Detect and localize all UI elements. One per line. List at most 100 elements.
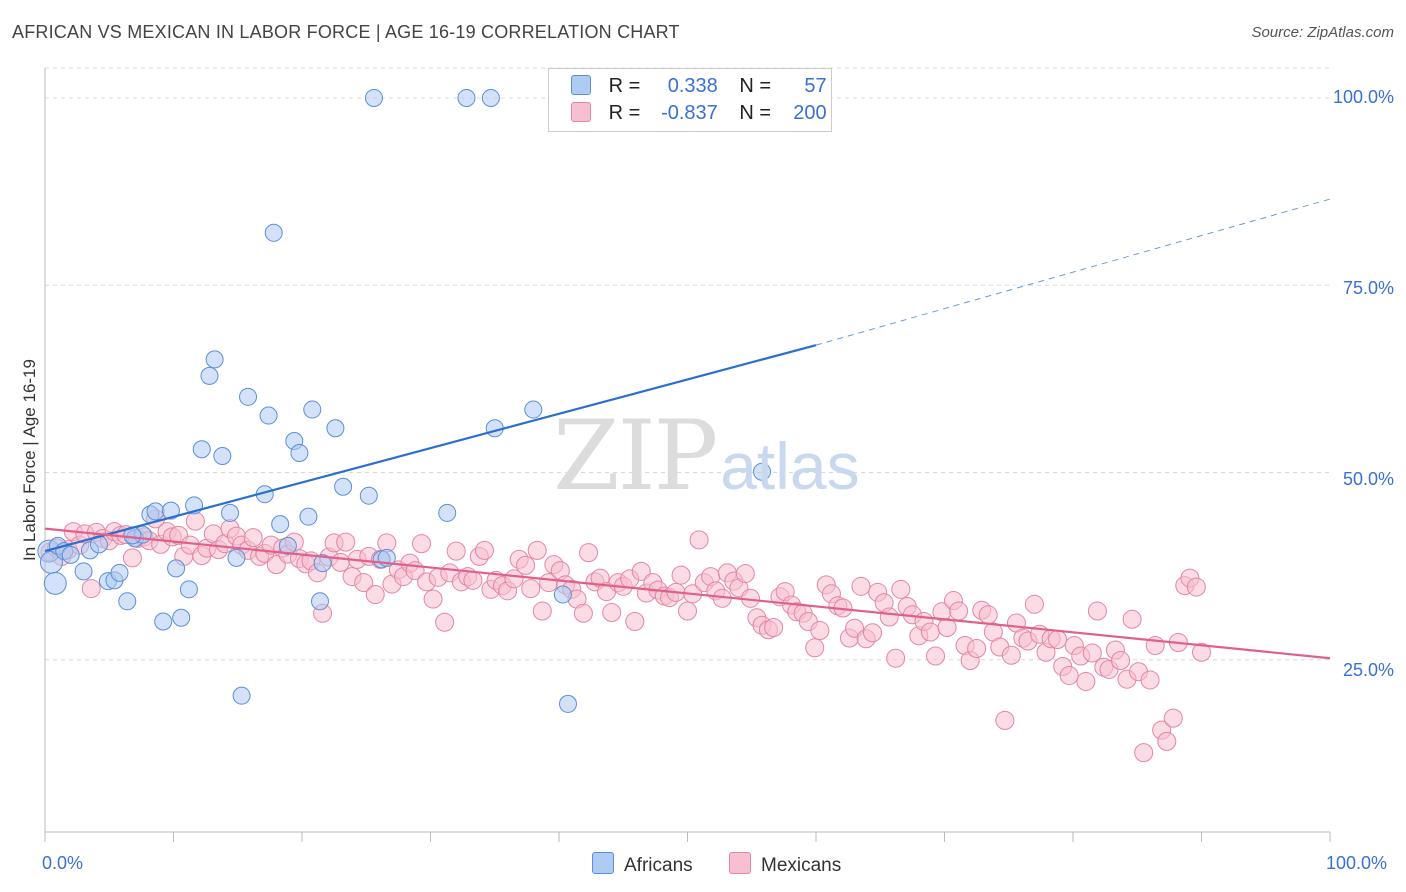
africans-legend-label: Africans <box>624 855 693 876</box>
africans-point-17 <box>154 612 173 631</box>
mexicans-point-110 <box>678 601 697 621</box>
mexicans-point-64 <box>412 534 432 554</box>
africans-point-20 <box>172 608 191 627</box>
mexicans-point-14 <box>122 548 142 568</box>
bottom-legend-africans[interactable]: Africans <box>592 852 693 877</box>
mexicans-point-66 <box>423 589 443 609</box>
africans-point-44 <box>359 486 378 505</box>
mexicans-point-198 <box>1186 577 1206 597</box>
mexicans-point-147 <box>891 579 911 599</box>
africans-r-value: 0.338 <box>667 75 718 97</box>
africans-point-32 <box>259 406 278 425</box>
africans-point-6 <box>74 562 93 581</box>
bottom-legend-mexicans[interactable]: Mexicans <box>729 852 841 877</box>
mexicans-point-112 <box>689 530 709 550</box>
mexicans-point-152 <box>920 622 940 642</box>
mexicans-points <box>40 509 1211 763</box>
watermark-atlas: atlas <box>720 429 860 503</box>
mexicans-point-25 <box>185 511 205 531</box>
mexicans-point-109 <box>671 565 691 585</box>
africans-point-33 <box>264 223 283 242</box>
mexicans-point-133 <box>810 621 830 641</box>
mexicans-point-157 <box>949 601 969 621</box>
africans-point-38 <box>299 507 318 526</box>
africans-point-48 <box>438 503 457 522</box>
africans-point-45 <box>364 88 383 107</box>
watermark: ZIPatlas <box>553 400 860 512</box>
mexicans-point-120 <box>735 564 755 584</box>
mexicans-point-50 <box>331 552 351 572</box>
mexicans-point-92 <box>573 603 593 623</box>
mexicans-point-193 <box>1157 731 1177 751</box>
mexicans-legend-label: Mexicans <box>761 855 842 876</box>
mexicans-point-181 <box>1087 601 1107 621</box>
mexicans-point-125 <box>764 618 784 638</box>
africans-point-39 <box>303 400 322 419</box>
mexicans-r-value: -0.837 <box>661 102 718 124</box>
mexicans-point-194 <box>1163 708 1183 728</box>
africans-points <box>37 88 772 713</box>
y-axis-label: In Labor Force | Age 16-19 <box>20 359 39 561</box>
africans-trend-extension <box>815 198 1331 346</box>
correlation-legend: R = 0.338 N = 57 R = -0.837 N = 200 <box>548 68 832 132</box>
mexicans-point-35 <box>243 528 263 548</box>
legend-row-africans: R = 0.338 N = 57 <box>571 75 827 99</box>
mexicans-point-51 <box>336 532 356 552</box>
africans-point-26 <box>213 446 232 465</box>
mexicans-point-73 <box>463 570 483 590</box>
africans-point-23 <box>192 440 211 459</box>
africans-point-30 <box>239 387 258 406</box>
mexicans-point-142 <box>863 623 883 643</box>
africans-point-24 <box>200 366 219 385</box>
mexicans-point-166 <box>1001 645 1021 665</box>
africans-point-52 <box>524 400 543 419</box>
mexicans-point-174 <box>1048 630 1068 650</box>
africans-point-25 <box>205 350 224 369</box>
mexicans-point-70 <box>446 541 466 561</box>
y-tick-label-100: 100.0% <box>1332 87 1394 107</box>
y-tick-label-50: 50.0% <box>1342 469 1394 489</box>
mexicans-point-82 <box>516 555 536 575</box>
mexicans-point-132 <box>805 638 825 658</box>
africans-point-49 <box>457 88 476 107</box>
mexicans-point-189 <box>1134 743 1154 763</box>
y-tick-label-25: 25.0% <box>1342 660 1394 680</box>
mexicans-point-176 <box>1059 665 1079 685</box>
africans-point-55 <box>753 462 772 481</box>
africans-point-21 <box>179 580 198 599</box>
legend-row-mexicans: R = -0.837 N = 200 <box>571 102 827 126</box>
africans-point-41 <box>313 554 332 573</box>
mexicans-point-84 <box>527 540 547 560</box>
africans-legend-swatch <box>592 852 614 874</box>
mexicans-point-101 <box>625 612 645 632</box>
chart-title: AFRICAN VS MEXICAN IN LABOR FORCE | AGE … <box>12 22 680 42</box>
africans-point-12 <box>118 592 137 611</box>
mexicans-point-185 <box>1111 650 1131 670</box>
mexicans-point-179 <box>1076 671 1096 691</box>
mexicans-point-80 <box>504 569 524 589</box>
africans-swatch <box>571 75 591 95</box>
trend-lines <box>44 198 1331 660</box>
africans-point-40 <box>310 592 329 611</box>
africans-point-42 <box>326 419 345 438</box>
mexicans-r-label: R = <box>608 102 641 124</box>
africans-point-5 <box>61 545 80 564</box>
mexicans-point-75 <box>474 540 494 560</box>
africans-r-label: R = <box>608 75 641 97</box>
mexicans-point-7 <box>81 579 101 599</box>
africans-point-29 <box>232 686 251 705</box>
mexicans-point-97 <box>602 603 622 623</box>
africans-n-label: N = <box>739 75 772 97</box>
mexicans-trend-line <box>44 527 1331 660</box>
africans-point-53 <box>553 585 572 604</box>
mexicans-point-199 <box>1192 642 1211 662</box>
africans-point-37 <box>290 443 309 462</box>
y-tick-label-75: 75.0% <box>1342 278 1394 298</box>
axes <box>44 68 1331 842</box>
source-note: Source: ZipAtlas.com <box>1251 24 1394 41</box>
mexicans-point-187 <box>1122 609 1142 629</box>
mexicans-point-180 <box>1082 643 1102 663</box>
mexicans-point-160 <box>967 638 987 658</box>
mexicans-point-170 <box>1024 594 1044 614</box>
